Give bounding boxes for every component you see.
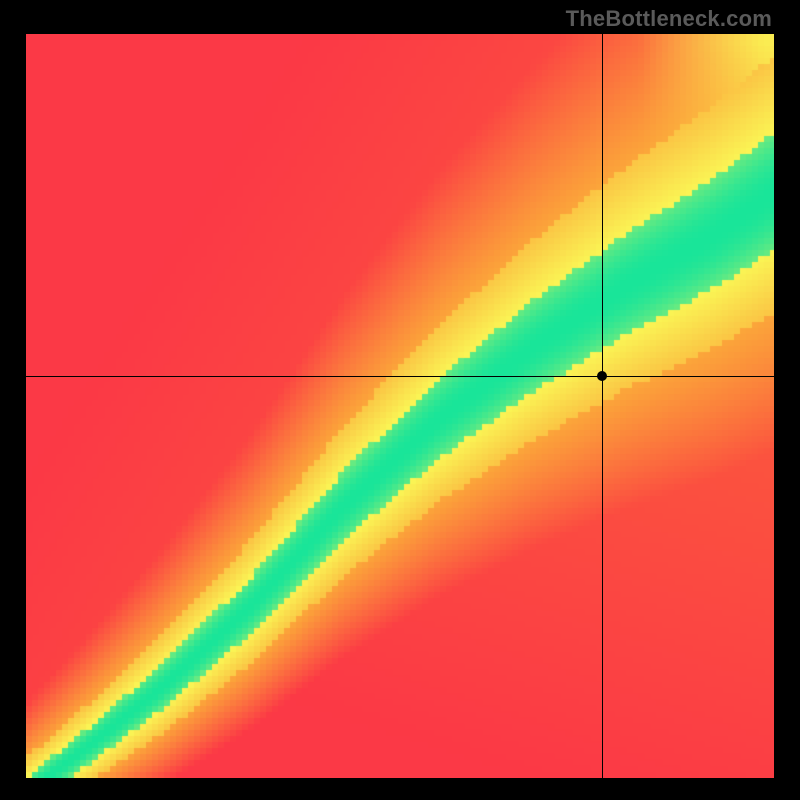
crosshair-horizontal	[26, 376, 774, 377]
heatmap-plot	[26, 34, 774, 778]
heatmap-canvas	[26, 34, 774, 778]
watermark-text: TheBottleneck.com	[566, 6, 772, 32]
crosshair-marker	[597, 371, 607, 381]
crosshair-vertical	[602, 34, 603, 778]
